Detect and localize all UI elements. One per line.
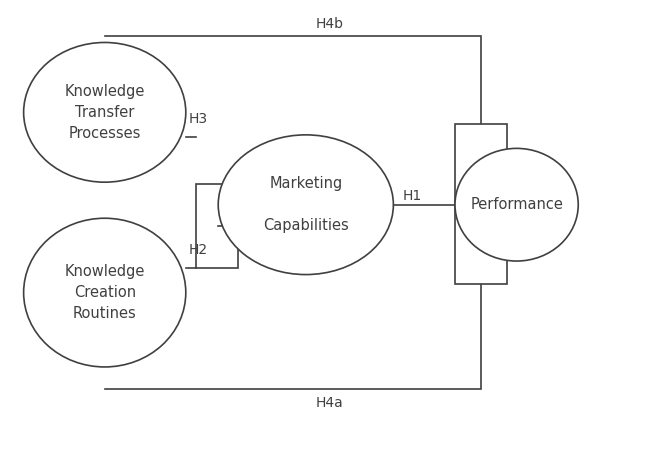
Ellipse shape (24, 43, 186, 182)
Text: H1: H1 (403, 189, 422, 203)
Text: H4b: H4b (315, 17, 344, 32)
Ellipse shape (455, 148, 578, 261)
Bar (196, 185, 238, 268)
Ellipse shape (218, 135, 394, 274)
Text: H2: H2 (189, 243, 208, 257)
Bar (455, 123, 507, 284)
Ellipse shape (24, 218, 186, 367)
Text: Performance: Performance (470, 197, 563, 212)
Text: H3: H3 (189, 112, 208, 126)
Text: Knowledge
Creation
Routines: Knowledge Creation Routines (64, 264, 145, 321)
Text: H4a: H4a (315, 396, 343, 410)
Text: Marketing

Capabilities: Marketing Capabilities (263, 176, 349, 233)
Text: Knowledge
Transfer
Processes: Knowledge Transfer Processes (64, 84, 145, 141)
